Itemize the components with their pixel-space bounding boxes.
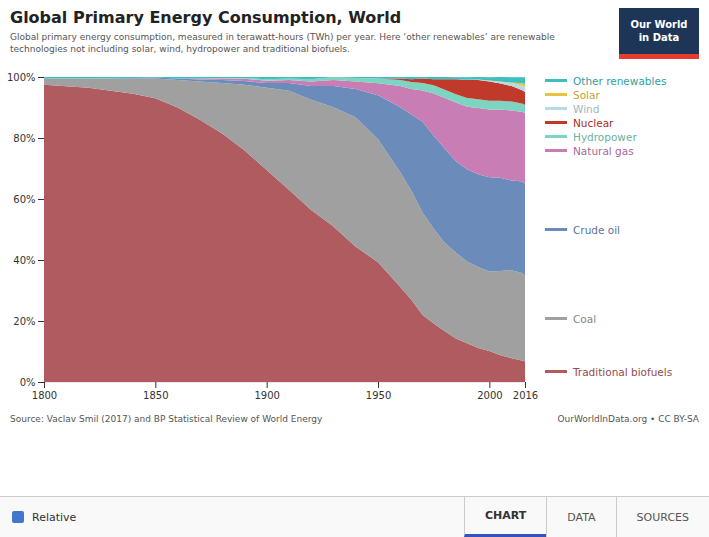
html-text:OurWorldInData.org • CC BY-SA: OurWorldInData.org • CC BY-SA bbox=[557, 414, 699, 424]
html-text:Our World: Our World bbox=[630, 19, 688, 30]
html-text:SOURCES: SOURCES bbox=[636, 510, 689, 524]
svg-text:100%: 100% bbox=[7, 72, 36, 83]
svg-text:1950: 1950 bbox=[366, 390, 391, 401]
html-text:Global primary energy consumpt: Global primary energy consumption, measu… bbox=[10, 32, 555, 55]
html-text:Crude oil: Crude oil bbox=[573, 224, 620, 236]
svg-text:20%: 20% bbox=[13, 316, 35, 327]
svg-text:60%: 60% bbox=[13, 194, 35, 205]
svg-text:2016: 2016 bbox=[513, 390, 538, 401]
svg-text:2000: 2000 bbox=[477, 390, 502, 401]
html-text:Relative: Relative bbox=[32, 510, 77, 524]
html-text:Solar: Solar bbox=[573, 88, 600, 101]
html-text:Natural gas: Natural gas bbox=[573, 144, 634, 157]
html-text:Source: Vaclav Smil (2017) and: Source: Vaclav Smil (2017) and BP Statis… bbox=[10, 414, 323, 424]
svg-text:0%: 0% bbox=[20, 377, 36, 388]
html-text:Other renewables: Other renewables bbox=[573, 74, 667, 87]
html-text:CHART: CHART bbox=[485, 509, 527, 522]
html-text:Global Primary Energy Consumpt: Global Primary Energy Consumption, World bbox=[10, 8, 402, 27]
html-text:Nuclear: Nuclear bbox=[573, 116, 614, 129]
html-text:DATA: DATA bbox=[567, 510, 596, 524]
svg-text:1850: 1850 bbox=[143, 390, 168, 401]
svg-text:1800: 1800 bbox=[32, 390, 57, 401]
html-text:in Data: in Data bbox=[638, 32, 680, 43]
svg-text:40%: 40% bbox=[13, 255, 35, 266]
svg-text:1900: 1900 bbox=[254, 390, 279, 401]
html-text:Hydropower: Hydropower bbox=[573, 130, 637, 143]
html-text:Wind: Wind bbox=[573, 102, 600, 115]
svg-text:80%: 80% bbox=[13, 133, 35, 144]
html-text:Traditional biofuels: Traditional biofuels bbox=[573, 365, 673, 378]
html-text:Coal: Coal bbox=[573, 312, 597, 325]
